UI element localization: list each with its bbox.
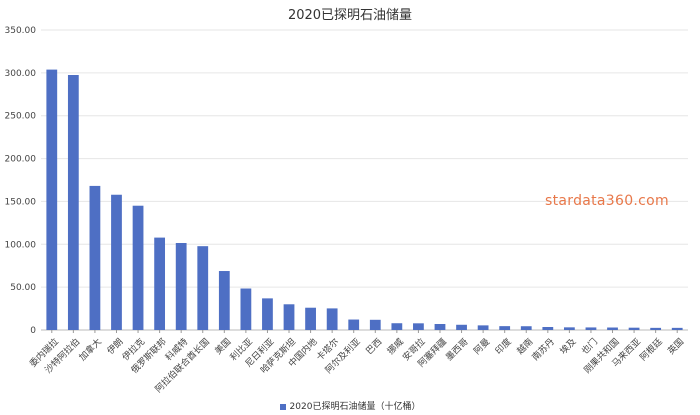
bar[interactable]	[434, 324, 446, 330]
y-tick-label: 200.00	[5, 155, 37, 165]
bar[interactable]	[197, 246, 209, 330]
bar[interactable]	[413, 323, 424, 330]
y-tick-label: 350.00	[5, 26, 37, 36]
legend-swatch	[279, 403, 286, 410]
bar[interactable]	[520, 326, 532, 330]
bar[interactable]	[369, 319, 381, 330]
gridlines	[41, 29, 688, 331]
bar[interactable]	[305, 307, 316, 330]
bar[interactable]	[348, 319, 360, 330]
bar[interactable]	[499, 326, 511, 330]
bar[interactable]	[154, 237, 166, 330]
bar[interactable]	[326, 308, 338, 330]
y-tick-label: 250.00	[5, 112, 37, 122]
watermark-text: stardata360.com	[545, 193, 669, 209]
x-tick-label: 阿根廷	[637, 336, 665, 364]
bar[interactable]	[175, 243, 187, 330]
bar[interactable]	[477, 325, 489, 330]
chart-title: 2020已探明石油储量	[287, 8, 413, 23]
x-tick-label: 巴西	[364, 336, 385, 357]
bar[interactable]	[671, 327, 683, 330]
x-tick-label: 印度	[493, 336, 514, 357]
bar[interactable]	[607, 327, 618, 330]
x-tick-label: 墨西哥	[444, 336, 471, 363]
y-tick-label: 300.00	[5, 69, 37, 79]
bar[interactable]	[542, 327, 554, 330]
bar[interactable]	[67, 75, 79, 330]
bar[interactable]	[628, 327, 640, 330]
bar[interactable]	[563, 327, 575, 330]
bar[interactable]	[111, 194, 122, 330]
bar[interactable]	[89, 185, 101, 330]
legend-label: 2020已探明石油储量（十亿桶）	[289, 402, 421, 412]
y-tick-label: 0	[30, 326, 36, 336]
bar[interactable]	[218, 271, 230, 330]
bar[interactable]	[585, 327, 597, 330]
bars	[46, 69, 683, 330]
bar[interactable]	[262, 298, 273, 330]
bar[interactable]	[283, 304, 295, 330]
bar[interactable]	[46, 69, 58, 330]
bar[interactable]	[132, 205, 144, 330]
x-tick-label: 埃及	[557, 336, 578, 357]
y-tick-label: 50.00	[10, 283, 36, 293]
bar[interactable]	[391, 323, 403, 330]
x-tick-label: 南苏丹	[529, 336, 557, 364]
y-tick-label: 100.00	[5, 240, 37, 250]
x-tick-label: 阿曼	[472, 336, 493, 357]
y-axis: 0 50.00 100.00 150.00 200.00 250.00 300.00 350.…	[5, 26, 37, 336]
bar[interactable]	[456, 324, 467, 330]
bar[interactable]	[240, 288, 252, 330]
x-tick-label: 英国	[665, 336, 686, 357]
y-tick-label: 150.00	[5, 197, 37, 207]
x-tick-label: 加拿大	[76, 336, 104, 364]
bar[interactable]	[650, 327, 662, 330]
legend[interactable]: 2020已探明石油储量（十亿桶）	[0, 399, 700, 412]
